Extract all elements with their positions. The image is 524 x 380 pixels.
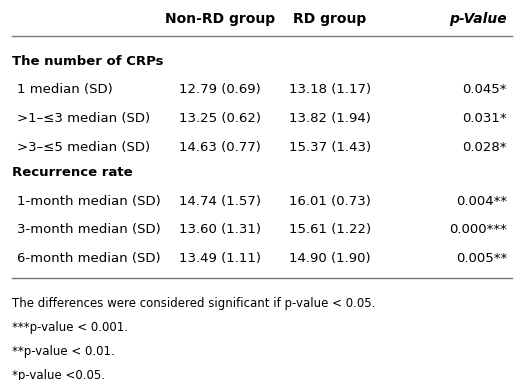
Text: 0.045*: 0.045* — [463, 84, 507, 97]
Text: 6-month median (SD): 6-month median (SD) — [17, 252, 161, 265]
Text: 1 median (SD): 1 median (SD) — [17, 84, 113, 97]
Text: ***p-value < 0.001.: ***p-value < 0.001. — [12, 321, 128, 334]
Text: 14.90 (1.90): 14.90 (1.90) — [289, 252, 370, 265]
Text: The number of CRPs: The number of CRPs — [12, 55, 163, 68]
Text: p-Value: p-Value — [450, 12, 507, 26]
Text: Recurrence rate: Recurrence rate — [12, 166, 133, 179]
Text: >3–≤5 median (SD): >3–≤5 median (SD) — [17, 141, 150, 154]
Text: 0.031*: 0.031* — [462, 112, 507, 125]
Text: RD group: RD group — [293, 12, 366, 26]
Text: 14.74 (1.57): 14.74 (1.57) — [179, 195, 261, 207]
Text: 13.60 (1.31): 13.60 (1.31) — [179, 223, 261, 236]
Text: *p-value <0.05.: *p-value <0.05. — [12, 369, 105, 380]
Text: 14.63 (0.77): 14.63 (0.77) — [179, 141, 261, 154]
Text: 13.49 (1.11): 13.49 (1.11) — [179, 252, 261, 265]
Text: 0.004**: 0.004** — [456, 195, 507, 207]
Text: 0.000***: 0.000*** — [449, 223, 507, 236]
Text: 13.82 (1.94): 13.82 (1.94) — [289, 112, 370, 125]
Text: 13.18 (1.17): 13.18 (1.17) — [289, 84, 371, 97]
Text: 15.37 (1.43): 15.37 (1.43) — [289, 141, 371, 154]
Text: Non-RD group: Non-RD group — [165, 12, 276, 26]
Text: 0.005**: 0.005** — [456, 252, 507, 265]
Text: 1-month median (SD): 1-month median (SD) — [17, 195, 161, 207]
Text: 13.25 (0.62): 13.25 (0.62) — [179, 112, 261, 125]
Text: 3-month median (SD): 3-month median (SD) — [17, 223, 161, 236]
Text: >1–≤3 median (SD): >1–≤3 median (SD) — [17, 112, 150, 125]
Text: 16.01 (0.73): 16.01 (0.73) — [289, 195, 370, 207]
Text: 0.028*: 0.028* — [463, 141, 507, 154]
Text: 15.61 (1.22): 15.61 (1.22) — [289, 223, 371, 236]
Text: 12.79 (0.69): 12.79 (0.69) — [179, 84, 261, 97]
Text: The differences were considered significant if p-value < 0.05.: The differences were considered signific… — [12, 297, 375, 310]
Text: **p-value < 0.01.: **p-value < 0.01. — [12, 345, 115, 358]
